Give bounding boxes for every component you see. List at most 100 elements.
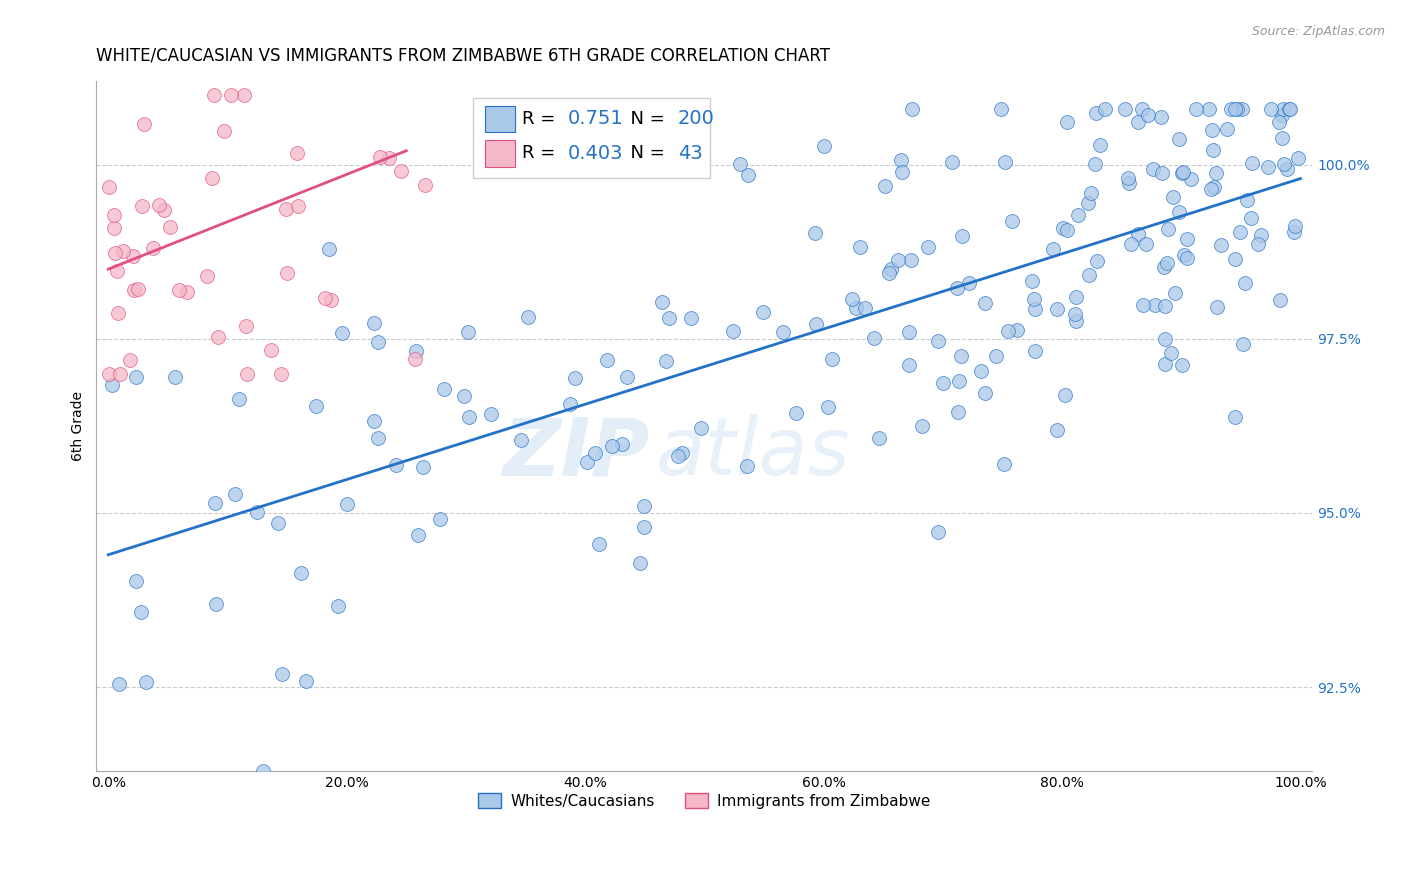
Point [927,334,949,349]
Point [970,364,993,378]
Point [785,407,807,421]
Point [1153,299,1175,313]
Text: 0.403: 0.403 [568,144,624,163]
Point [1284,219,1306,234]
Point [1271,102,1294,116]
Point [1279,102,1302,116]
Point [841,292,863,306]
Point [378,152,401,166]
Point [125,370,148,384]
Point [1257,160,1279,174]
Point [1046,301,1069,316]
Point [1160,346,1182,360]
Point [655,354,678,368]
Point [974,386,997,401]
Point [1171,165,1194,179]
Point [107,306,129,320]
Point [326,599,349,613]
Point [1236,193,1258,207]
Point [129,605,152,619]
Point [1136,107,1159,121]
Point [1171,166,1194,180]
Point [890,165,912,179]
Point [887,253,910,268]
Point [900,252,922,267]
Text: R =: R = [522,110,561,128]
Point [900,102,922,116]
Point [228,392,250,406]
Point [1180,172,1202,186]
Point [104,246,127,260]
Point [1150,110,1173,124]
Point [806,317,828,331]
Point [1164,285,1187,300]
Point [1185,102,1208,116]
Point [1173,248,1195,262]
Text: ZIP: ZIP [502,415,650,492]
Point [1267,115,1289,129]
Y-axis label: 6th Grade: 6th Grade [72,391,86,461]
Point [735,458,758,473]
Point [122,283,145,297]
Point [950,229,973,244]
Point [1157,222,1180,236]
Point [148,198,170,212]
Point [212,124,235,138]
Point [1154,332,1177,346]
Point [917,240,939,254]
Point [1275,161,1298,176]
Point [1152,166,1174,180]
Point [1223,102,1246,116]
Point [957,276,980,290]
Point [1240,211,1263,225]
Point [633,499,655,513]
Point [1286,151,1309,165]
Point [1084,156,1107,170]
Point [321,293,343,307]
Point [898,358,921,372]
Point [98,180,121,194]
FancyBboxPatch shape [485,106,515,132]
Point [429,512,451,526]
Point [276,266,298,280]
Point [1223,410,1246,425]
Point [1161,190,1184,204]
Point [103,220,125,235]
Point [1046,423,1069,437]
Point [1067,208,1090,222]
Point [1119,236,1142,251]
Point [616,370,638,384]
Point [813,139,835,153]
Point [204,598,226,612]
Point [897,326,920,340]
Point [564,371,586,385]
Point [974,296,997,310]
Point [1247,237,1270,252]
Point [737,168,759,182]
Point [721,324,744,338]
Point [1223,252,1246,267]
Point [1219,102,1241,116]
Point [1142,162,1164,177]
Point [363,316,385,330]
Point [295,674,318,689]
Point [276,202,298,216]
Point [931,376,953,391]
Point [1171,358,1194,372]
Point [458,410,481,425]
Point [1005,323,1028,337]
Point [1154,357,1177,371]
Point [1240,156,1263,170]
Point [1202,144,1225,158]
Point [1143,298,1166,312]
Point [1021,275,1043,289]
Point [385,458,408,472]
Point [948,374,970,388]
Point [1088,137,1111,152]
Point [1272,157,1295,171]
Point [202,87,225,102]
Point [479,407,502,421]
Point [880,262,903,277]
Point [122,249,145,263]
Point [235,319,257,334]
